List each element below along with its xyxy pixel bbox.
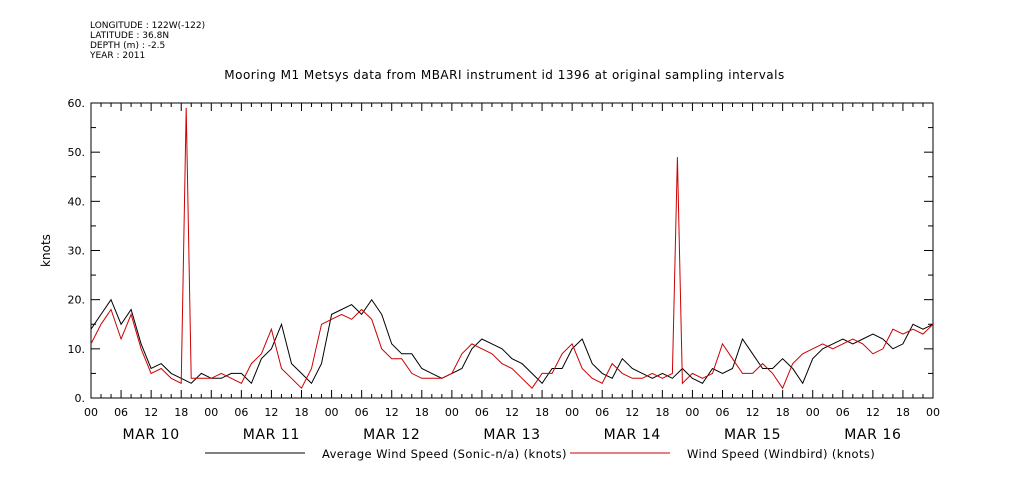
x-tick-label: 18 [174, 406, 188, 419]
x-tick-label: 12 [264, 406, 278, 419]
x-tick-label: 18 [295, 406, 309, 419]
x-tick-label: 00 [685, 406, 699, 419]
x-tick-label: 06 [595, 406, 609, 419]
y-tick-label: 60. [68, 97, 86, 110]
y-axis-label: knots [39, 234, 53, 267]
x-tick-label: 06 [836, 406, 850, 419]
x-tick-label: 18 [776, 406, 790, 419]
x-tick-label: 00 [445, 406, 459, 419]
x-day-label: MAR 16 [844, 427, 901, 443]
x-tick-label: 06 [716, 406, 730, 419]
x-tick-label: 18 [896, 406, 910, 419]
series-line-windbird-wind-speed [90, 107, 934, 390]
y-tick-label: 30. [68, 245, 86, 258]
x-tick-label: 18 [415, 406, 429, 419]
x-tick-label: 12 [866, 406, 880, 419]
x-tick-label: 00 [926, 406, 940, 419]
y-tick-label: 20. [68, 294, 86, 307]
header-longitude: LONGITUDE : 122W(-122) [90, 21, 206, 31]
x-tick-label: 00 [204, 406, 218, 419]
x-tick-label: 12 [625, 406, 639, 419]
x-day-label: MAR 11 [243, 427, 300, 443]
header-depth: DEPTH (m) : -2.5 [90, 41, 166, 51]
x-day-label: MAR 14 [604, 427, 661, 443]
x-tick-label: 06 [355, 406, 369, 419]
series-layer [90, 107, 934, 390]
y-tick-label: 0. [75, 392, 86, 405]
x-tick-label: 12 [505, 406, 519, 419]
axes: 0. 10. 20. 30. 40. 50. 60. knots 00 06 12 18 00 06 12 1… [39, 97, 940, 443]
chart-title: Mooring M1 Metsys data from MBARI instru… [224, 68, 785, 82]
x-tick-label: 12 [746, 406, 760, 419]
x-tick-label: 00 [325, 406, 339, 419]
legend: Average Wind Speed (Sonic-n/a) (knots) Wi… [205, 447, 875, 461]
x-tick-label: 00 [84, 406, 98, 419]
x-day-label: MAR 15 [724, 427, 781, 443]
y-tick-label: 40. [68, 195, 86, 208]
x-tick-label: 12 [385, 406, 399, 419]
x-day-label: MAR 12 [363, 427, 420, 443]
x-tick-label: 00 [565, 406, 579, 419]
x-tick-label: 00 [806, 406, 820, 419]
legend-label-average: Average Wind Speed (Sonic-n/a) (knots) [322, 447, 567, 461]
x-tick-label: 06 [475, 406, 489, 419]
x-tick-label: 18 [535, 406, 549, 419]
series-line-average-wind-speed [90, 298, 934, 385]
x-tick-label: 18 [655, 406, 669, 419]
header-latitude: LATITUDE : 36.8N [90, 31, 170, 41]
header-year: YEAR : 2011 [90, 51, 146, 61]
y-tick-label: 50. [68, 146, 86, 159]
y-tick-label: 10. [68, 343, 86, 356]
x-day-label: MAR 10 [123, 427, 180, 443]
x-tick-label: 06 [234, 406, 248, 419]
legend-label-windbird: Wind Speed (Windbird) (knots) [687, 447, 875, 461]
x-tick-label: 06 [114, 406, 128, 419]
x-tick-label: 12 [144, 406, 158, 419]
plot-frame [90, 102, 934, 399]
x-day-label: MAR 13 [483, 427, 540, 443]
